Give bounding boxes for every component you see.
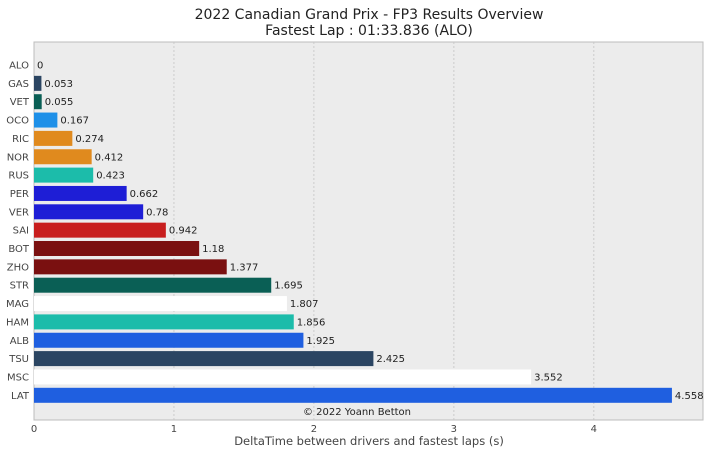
data-label-ric: 0.274 (75, 134, 104, 145)
data-label-oco: 0.167 (60, 116, 89, 127)
y-tick-label-zho: ZHO (7, 262, 29, 273)
bar-rus (34, 167, 94, 183)
bar-per (34, 185, 127, 201)
y-tick-label-alb: ALB (10, 336, 29, 347)
data-label-mag: 1.807 (290, 299, 319, 310)
bar-ric (34, 130, 73, 146)
y-tick-label-rus: RUS (8, 171, 29, 182)
bar-nor (34, 149, 92, 165)
x-tick-label: 4 (591, 424, 597, 435)
bar-gas (34, 75, 42, 91)
bar-zho (34, 259, 227, 275)
y-tick-label-sai: SAI (13, 226, 29, 237)
x-tick-label: 3 (451, 424, 457, 435)
x-axis-label: DeltaTime between drivers and fastest la… (234, 434, 504, 448)
data-label-nor: 0.412 (95, 152, 124, 163)
data-label-vet: 0.055 (45, 97, 74, 108)
chart-title: 2022 Canadian Grand Prix - FP3 Results O… (195, 7, 544, 23)
data-label-gas: 0.053 (44, 79, 73, 90)
data-label-alb: 1.925 (306, 336, 335, 347)
data-label-alo: 0 (37, 61, 43, 72)
bar-vet (34, 94, 42, 110)
gridlines (173, 42, 595, 420)
data-label-sai: 0.942 (169, 226, 198, 237)
y-tick-label-oco: OCO (6, 116, 29, 127)
bar-ver (34, 204, 144, 220)
bar-msc (34, 369, 532, 385)
bar-alb (34, 332, 304, 348)
bar-bot (34, 241, 200, 256)
data-label-per: 0.662 (130, 189, 159, 200)
y-tick-labels: ALO GAS VET OCO RIC NOR RUS PER VER SAI BOT ZHO STR M… (6, 61, 30, 402)
x-tick-label: 0 (31, 424, 37, 435)
y-tick-label-bot: BOT (8, 244, 30, 255)
data-label-tsu: 2.425 (376, 354, 405, 365)
x-tick-label: 2 (311, 424, 317, 435)
data-label-ver: 0.78 (146, 207, 168, 218)
y-tick-label-vet: VET (10, 97, 30, 108)
x-tick-label: 1 (171, 424, 177, 435)
y-tick-label-alo: ALO (9, 61, 29, 72)
chart-subtitle: Fastest Lap : 01:33.836 (ALO) (265, 23, 473, 39)
data-label-str: 1.695 (274, 281, 303, 292)
data-label-zho: 1.377 (230, 262, 259, 273)
data-label-msc: 3.552 (534, 372, 563, 383)
bar-sai (34, 222, 166, 238)
data-label-lat: 4.558 (675, 391, 704, 402)
bar-lat (34, 387, 672, 403)
x-tick-labels: 0 1 2 3 4 (31, 424, 597, 435)
bar-mag (34, 296, 287, 312)
bar-str (34, 277, 272, 293)
y-tick-label-ham: HAM (6, 317, 29, 328)
y-tick-label-msc: MSC (7, 372, 29, 383)
bars (34, 75, 672, 403)
y-tick-label-ver: VER (9, 207, 29, 218)
bar-ham (34, 314, 294, 330)
data-label-rus: 0.423 (96, 171, 125, 182)
y-tick-label-nor: NOR (7, 152, 29, 163)
credit-text: © 2022 Yoann Betton (303, 407, 411, 418)
bar-tsu (34, 351, 374, 367)
y-tick-label-per: PER (10, 189, 29, 200)
bar-oco (34, 112, 58, 128)
y-tick-label-gas: GAS (8, 79, 29, 90)
data-labels: 00.053 0.055 0.167 0.274 0.412 0.423 0.662 0.78… (37, 61, 704, 402)
y-tick-label-str: STR (10, 281, 29, 292)
y-tick-label-tsu: TSU (8, 354, 29, 365)
y-tick-label-lat: LAT (11, 391, 30, 402)
data-label-ham: 1.856 (297, 317, 326, 328)
data-label-bot: 1.18 (202, 244, 224, 255)
y-tick-label-ric: RIC (12, 134, 29, 145)
y-tick-label-mag: MAG (6, 299, 29, 310)
